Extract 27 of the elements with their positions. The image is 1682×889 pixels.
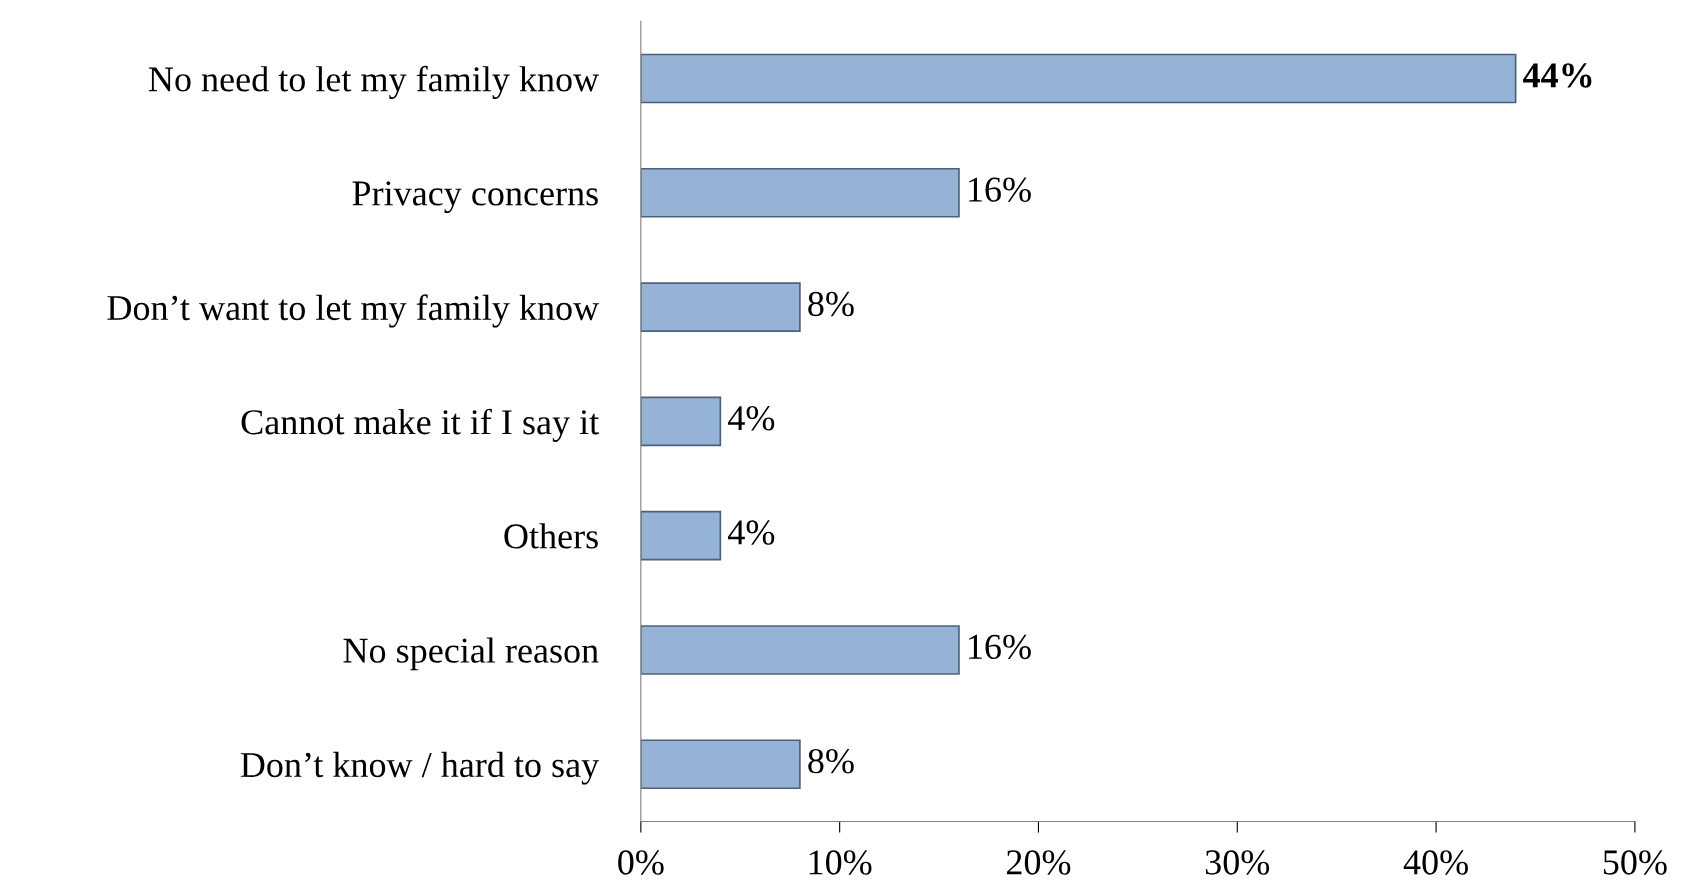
data-label: 16% [969, 177, 1031, 202]
y-tick-label: No special reason [343, 637, 599, 671]
y-tick-label: Cannot make it if I say it [241, 408, 599, 442]
x-tick-label: 20% [1006, 850, 1071, 875]
y-tick-label: Don’t want to let my family know [107, 294, 600, 328]
bar [640, 625, 960, 675]
bar [640, 396, 722, 447]
y-tick-label: Don’t know / hard to say [240, 751, 600, 785]
data-label: 4% [728, 520, 775, 545]
x-tick-label: 0% [618, 850, 664, 875]
data-label: 8% [808, 748, 854, 774]
data-label: 44% [1523, 63, 1592, 88]
y-tick-label: Others [504, 523, 598, 549]
data-label: 4% [728, 406, 775, 431]
x-tick-label: 50% [1603, 850, 1667, 875]
bar [640, 53, 1517, 104]
y-tick-label: Privacy concerns [352, 181, 598, 214]
x-tick-label: 10% [809, 850, 872, 875]
x-tick-label: 40% [1403, 850, 1468, 875]
x-tick-label: 30% [1205, 850, 1270, 875]
bar [640, 282, 801, 332]
bar [640, 510, 722, 561]
y-tick-label: No need to let my family know [148, 65, 600, 99]
bar [640, 739, 801, 790]
data-label: 8% [808, 291, 854, 317]
bar [640, 167, 960, 218]
data-label: 16% [969, 634, 1031, 660]
